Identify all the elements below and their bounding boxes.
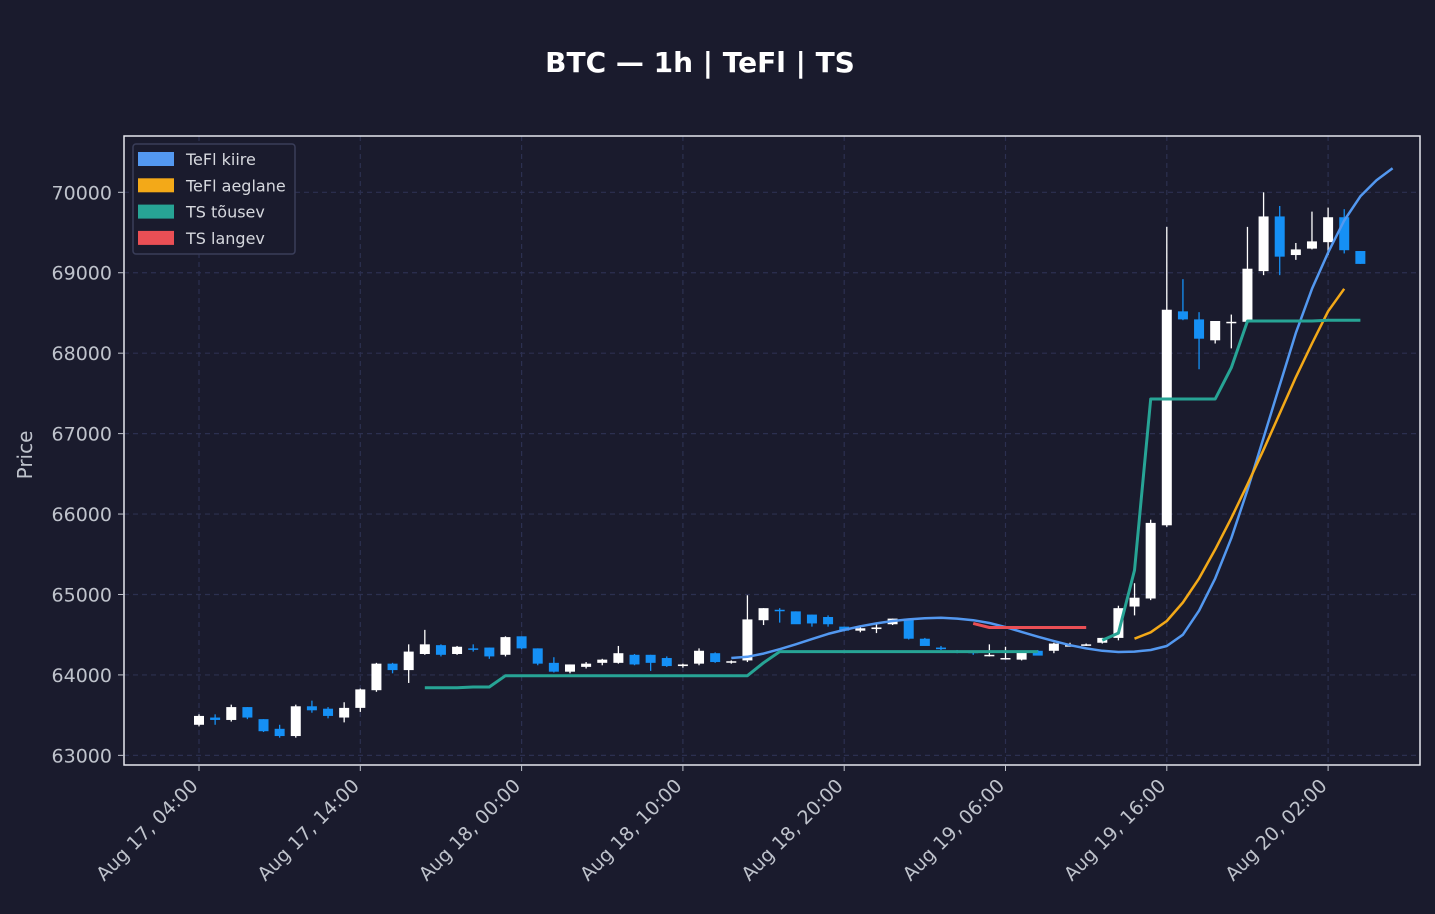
candle-body-down: [210, 717, 221, 720]
candle-body-down: [629, 654, 640, 665]
candle-body-down: [258, 719, 269, 732]
legend: TeFl kiire TeFl aeglane TS tõusev TS langev: [132, 143, 296, 255]
candle-body-up: [1081, 644, 1092, 646]
chart-title: BTC — 1h | TeFl | TS: [545, 46, 855, 79]
candle-body-down: [1355, 251, 1366, 264]
ts-t-usevline: [1101, 318, 1361, 642]
candle-body-up: [581, 663, 592, 667]
indicator-lines: [424, 167, 1394, 690]
plot-frame: [123, 135, 1421, 766]
y-axis: 63000 64000 65000 66000 67000 68000 69000 70000: [52, 182, 124, 767]
candle-body-down: [468, 648, 479, 650]
legend-label: TeFl aeglane: [185, 176, 286, 195]
candle-body-up: [613, 653, 624, 663]
candle-body-up: [1145, 522, 1156, 599]
tefl-kiireline: [731, 167, 1394, 660]
candle-body-up: [1048, 643, 1059, 651]
candle-body-down: [903, 618, 914, 639]
legend-label: TS tõusev: [185, 203, 265, 222]
candle-body-up: [855, 628, 866, 631]
candle-body-down: [919, 638, 930, 646]
candle-body-up: [1306, 241, 1317, 249]
candle-body-up: [1323, 217, 1334, 243]
y-tick-label: 63000: [52, 745, 112, 767]
candle-body-down: [548, 662, 559, 672]
candle-body-up: [339, 707, 350, 718]
candle-body-up: [1290, 249, 1301, 256]
candle-body-up: [742, 619, 753, 661]
candle-body-down: [806, 614, 817, 624]
candle-body-up: [500, 637, 511, 655]
candle-body-down: [1194, 319, 1205, 339]
candle-body-down: [823, 617, 834, 625]
candle-body-down: [1274, 216, 1285, 257]
candle-body-down: [935, 647, 946, 650]
y-tick-label: 65000: [52, 584, 112, 606]
legend-swatch: [138, 204, 174, 219]
candle-body-up: [1113, 608, 1124, 638]
candle-body-down: [774, 609, 785, 612]
candle-body-up: [290, 706, 301, 737]
candle-body-down: [323, 708, 334, 716]
candle-body-up: [403, 651, 414, 671]
y-tick-label: 67000: [52, 424, 112, 446]
candle-body-down: [516, 636, 527, 649]
candle-body-up: [194, 715, 204, 725]
ts-t-usevline: [424, 650, 1038, 690]
legend-label: TeFl kiire: [185, 150, 256, 169]
candle-body-up: [564, 664, 575, 672]
y-axis-label: Price: [13, 431, 37, 480]
candle-body-up: [1210, 321, 1221, 341]
candle-body-up: [355, 689, 366, 708]
candle-body-up: [1161, 309, 1172, 526]
candle-body-down: [242, 707, 253, 718]
candle-body-down: [710, 653, 721, 663]
candle-body-down: [306, 706, 317, 711]
candle-body-down: [274, 728, 285, 737]
y-tick-label: 70000: [52, 182, 112, 204]
candle-body-up: [1097, 637, 1108, 643]
candle-body-up: [694, 650, 705, 664]
candle-body-up: [226, 707, 237, 720]
candle-body-up: [597, 659, 608, 663]
y-tick-label: 68000: [52, 343, 112, 365]
legend-swatch: [138, 178, 174, 193]
candle-body-up: [677, 664, 688, 667]
candle-body-down: [1339, 217, 1350, 251]
candle-body-up: [452, 646, 463, 654]
candle-body-up: [871, 627, 882, 630]
candle-body-down: [1177, 311, 1188, 320]
candle-body-up: [1129, 597, 1140, 607]
legend-box: [132, 143, 296, 255]
y-tick-label: 66000: [52, 504, 112, 526]
candle-body-up: [758, 608, 769, 621]
candle-body-down: [1032, 650, 1043, 656]
legend-swatch: [138, 152, 174, 166]
candle-body-up: [1242, 268, 1253, 322]
candle-body-up: [1016, 651, 1027, 660]
legend-label: TS langev: [185, 229, 265, 248]
candle-body-down: [387, 663, 398, 671]
candle-body-down: [661, 658, 672, 667]
y-tick-label: 69000: [52, 263, 112, 285]
candle-body-down: [435, 645, 446, 655]
legend-swatch: [138, 230, 174, 245]
candle-body-up: [984, 654, 995, 657]
grid: [124, 136, 1420, 765]
candle-body-up: [371, 663, 382, 691]
candle-body-up: [726, 661, 737, 663]
candle-body-down: [645, 654, 656, 663]
candle-body-down: [484, 647, 495, 657]
candle-body-up: [1000, 658, 1011, 660]
candle-body-down: [532, 648, 543, 664]
ts-langevline: [972, 621, 1087, 629]
y-tick-label: 64000: [52, 665, 112, 687]
candle-body-up: [1258, 216, 1269, 272]
candle-body-down: [790, 611, 801, 625]
tefl-aeglaneline: [1134, 288, 1346, 640]
candle-body-up: [419, 644, 430, 654]
candle-body-up: [1226, 321, 1237, 324]
